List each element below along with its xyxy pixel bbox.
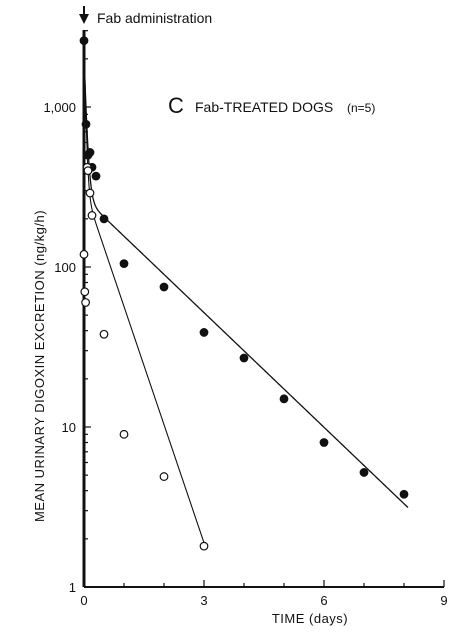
fab-administration-marker: Fab administration bbox=[79, 6, 212, 26]
data-point-filled bbox=[199, 328, 209, 337]
data-point-filled bbox=[239, 353, 249, 363]
data-point-open bbox=[119, 429, 129, 439]
fit-curves bbox=[83, 37, 409, 543]
y-tick-label: 10 bbox=[62, 420, 76, 435]
data-point-open bbox=[159, 472, 169, 481]
administration-arrow-head bbox=[79, 14, 89, 24]
data-point-filled bbox=[99, 214, 109, 224]
title-text: Fab-TREATED DOGS bbox=[195, 99, 333, 115]
data-point-filled bbox=[359, 468, 369, 477]
x-tick-label: 9 bbox=[440, 593, 447, 608]
data-point-filled bbox=[399, 489, 409, 499]
data-point-open bbox=[87, 211, 97, 220]
y-tick-label: 1,000 bbox=[43, 100, 76, 115]
data-point-open bbox=[81, 298, 90, 307]
data-point-open bbox=[80, 287, 90, 297]
data-point-filled bbox=[119, 259, 129, 269]
fit-curve-filled bbox=[83, 56, 409, 509]
data-point-open bbox=[85, 188, 95, 198]
y-axis-title: MEAN URINARY DIGOXIN EXCRETION (ng/kg/h) bbox=[32, 210, 47, 522]
chart-title: C Fab-TREATED DOGS (n=5) bbox=[168, 93, 375, 118]
y-tick-label: 100 bbox=[54, 260, 76, 275]
y-tick-label: 1 bbox=[69, 580, 76, 595]
data-point-filled bbox=[159, 282, 169, 292]
x-tick-label: 3 bbox=[200, 593, 207, 608]
data-points bbox=[79, 36, 409, 551]
panel-letter: C bbox=[168, 93, 184, 118]
annotation-fab-administration: Fab administration bbox=[97, 10, 212, 26]
data-point-filled bbox=[85, 148, 95, 157]
data-point-filled bbox=[279, 394, 289, 404]
data-point-open bbox=[199, 541, 209, 551]
x-axis-title: TIME (days) bbox=[272, 611, 348, 626]
data-point-filled bbox=[81, 119, 91, 129]
fit-curve-open bbox=[83, 37, 205, 543]
data-point-filled bbox=[79, 36, 89, 45]
title-suffix: (n=5) bbox=[347, 101, 375, 115]
data-point-open bbox=[79, 249, 89, 259]
data-point-open bbox=[83, 166, 93, 176]
data-point-open bbox=[99, 329, 109, 339]
x-tick-label: 6 bbox=[320, 593, 327, 608]
x-ticks: 0 3 6 9 bbox=[80, 580, 448, 608]
data-point-filled bbox=[91, 171, 101, 181]
x-tick-label: 0 bbox=[80, 593, 87, 608]
data-point-filled bbox=[319, 438, 329, 447]
